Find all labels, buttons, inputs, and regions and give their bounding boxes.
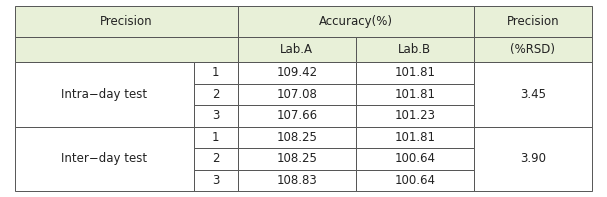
Bar [356, 148, 474, 170]
Text: 3: 3 [212, 174, 220, 187]
Text: 100.64: 100.64 [395, 174, 435, 187]
Bar [238, 62, 356, 84]
Bar [474, 6, 592, 37]
Text: 100.64: 100.64 [395, 152, 435, 165]
Text: 1: 1 [212, 66, 220, 79]
Text: 3: 3 [212, 109, 220, 122]
Bar [474, 62, 592, 126]
Text: Lab.A: Lab.A [280, 43, 313, 56]
Text: 101.81: 101.81 [395, 88, 435, 101]
Bar [194, 126, 238, 148]
Text: 101.81: 101.81 [395, 66, 435, 79]
Bar [238, 37, 356, 62]
Text: 108.25: 108.25 [276, 152, 317, 165]
Bar [15, 6, 238, 37]
Bar [194, 148, 238, 170]
Bar [238, 84, 356, 105]
Bar [238, 105, 356, 126]
Bar [238, 148, 356, 170]
Text: 101.23: 101.23 [395, 109, 435, 122]
Bar [194, 170, 238, 191]
Bar [474, 37, 592, 62]
Text: 3.90: 3.90 [520, 152, 546, 165]
Bar [194, 84, 238, 105]
Text: Precision: Precision [506, 15, 559, 28]
Text: Intra−day test: Intra−day test [61, 88, 148, 101]
Bar [15, 126, 194, 191]
Bar [194, 105, 238, 126]
Text: 108.83: 108.83 [276, 174, 317, 187]
Text: Precision: Precision [100, 15, 153, 28]
Bar [15, 62, 194, 126]
Text: 3.45: 3.45 [520, 88, 546, 101]
Bar [356, 84, 474, 105]
Text: Lab.B: Lab.B [398, 43, 432, 56]
Text: 2: 2 [212, 88, 220, 101]
Bar [356, 62, 474, 84]
Text: 109.42: 109.42 [276, 66, 317, 79]
Bar [356, 170, 474, 191]
Bar [356, 105, 474, 126]
Text: 2: 2 [212, 152, 220, 165]
Bar [356, 126, 474, 148]
Bar [15, 37, 238, 62]
Bar [474, 126, 592, 191]
Bar [356, 37, 474, 62]
Text: 1: 1 [212, 131, 220, 144]
Text: 107.66: 107.66 [276, 109, 317, 122]
Text: 101.81: 101.81 [395, 131, 435, 144]
Bar [238, 170, 356, 191]
Text: Inter−day test: Inter−day test [61, 152, 148, 165]
Text: (%RSD): (%RSD) [510, 43, 555, 56]
Text: 107.08: 107.08 [276, 88, 317, 101]
Bar [238, 126, 356, 148]
Bar [194, 62, 238, 84]
Text: 108.25: 108.25 [276, 131, 317, 144]
Bar [238, 6, 474, 37]
Text: Accuracy(%): Accuracy(%) [319, 15, 393, 28]
